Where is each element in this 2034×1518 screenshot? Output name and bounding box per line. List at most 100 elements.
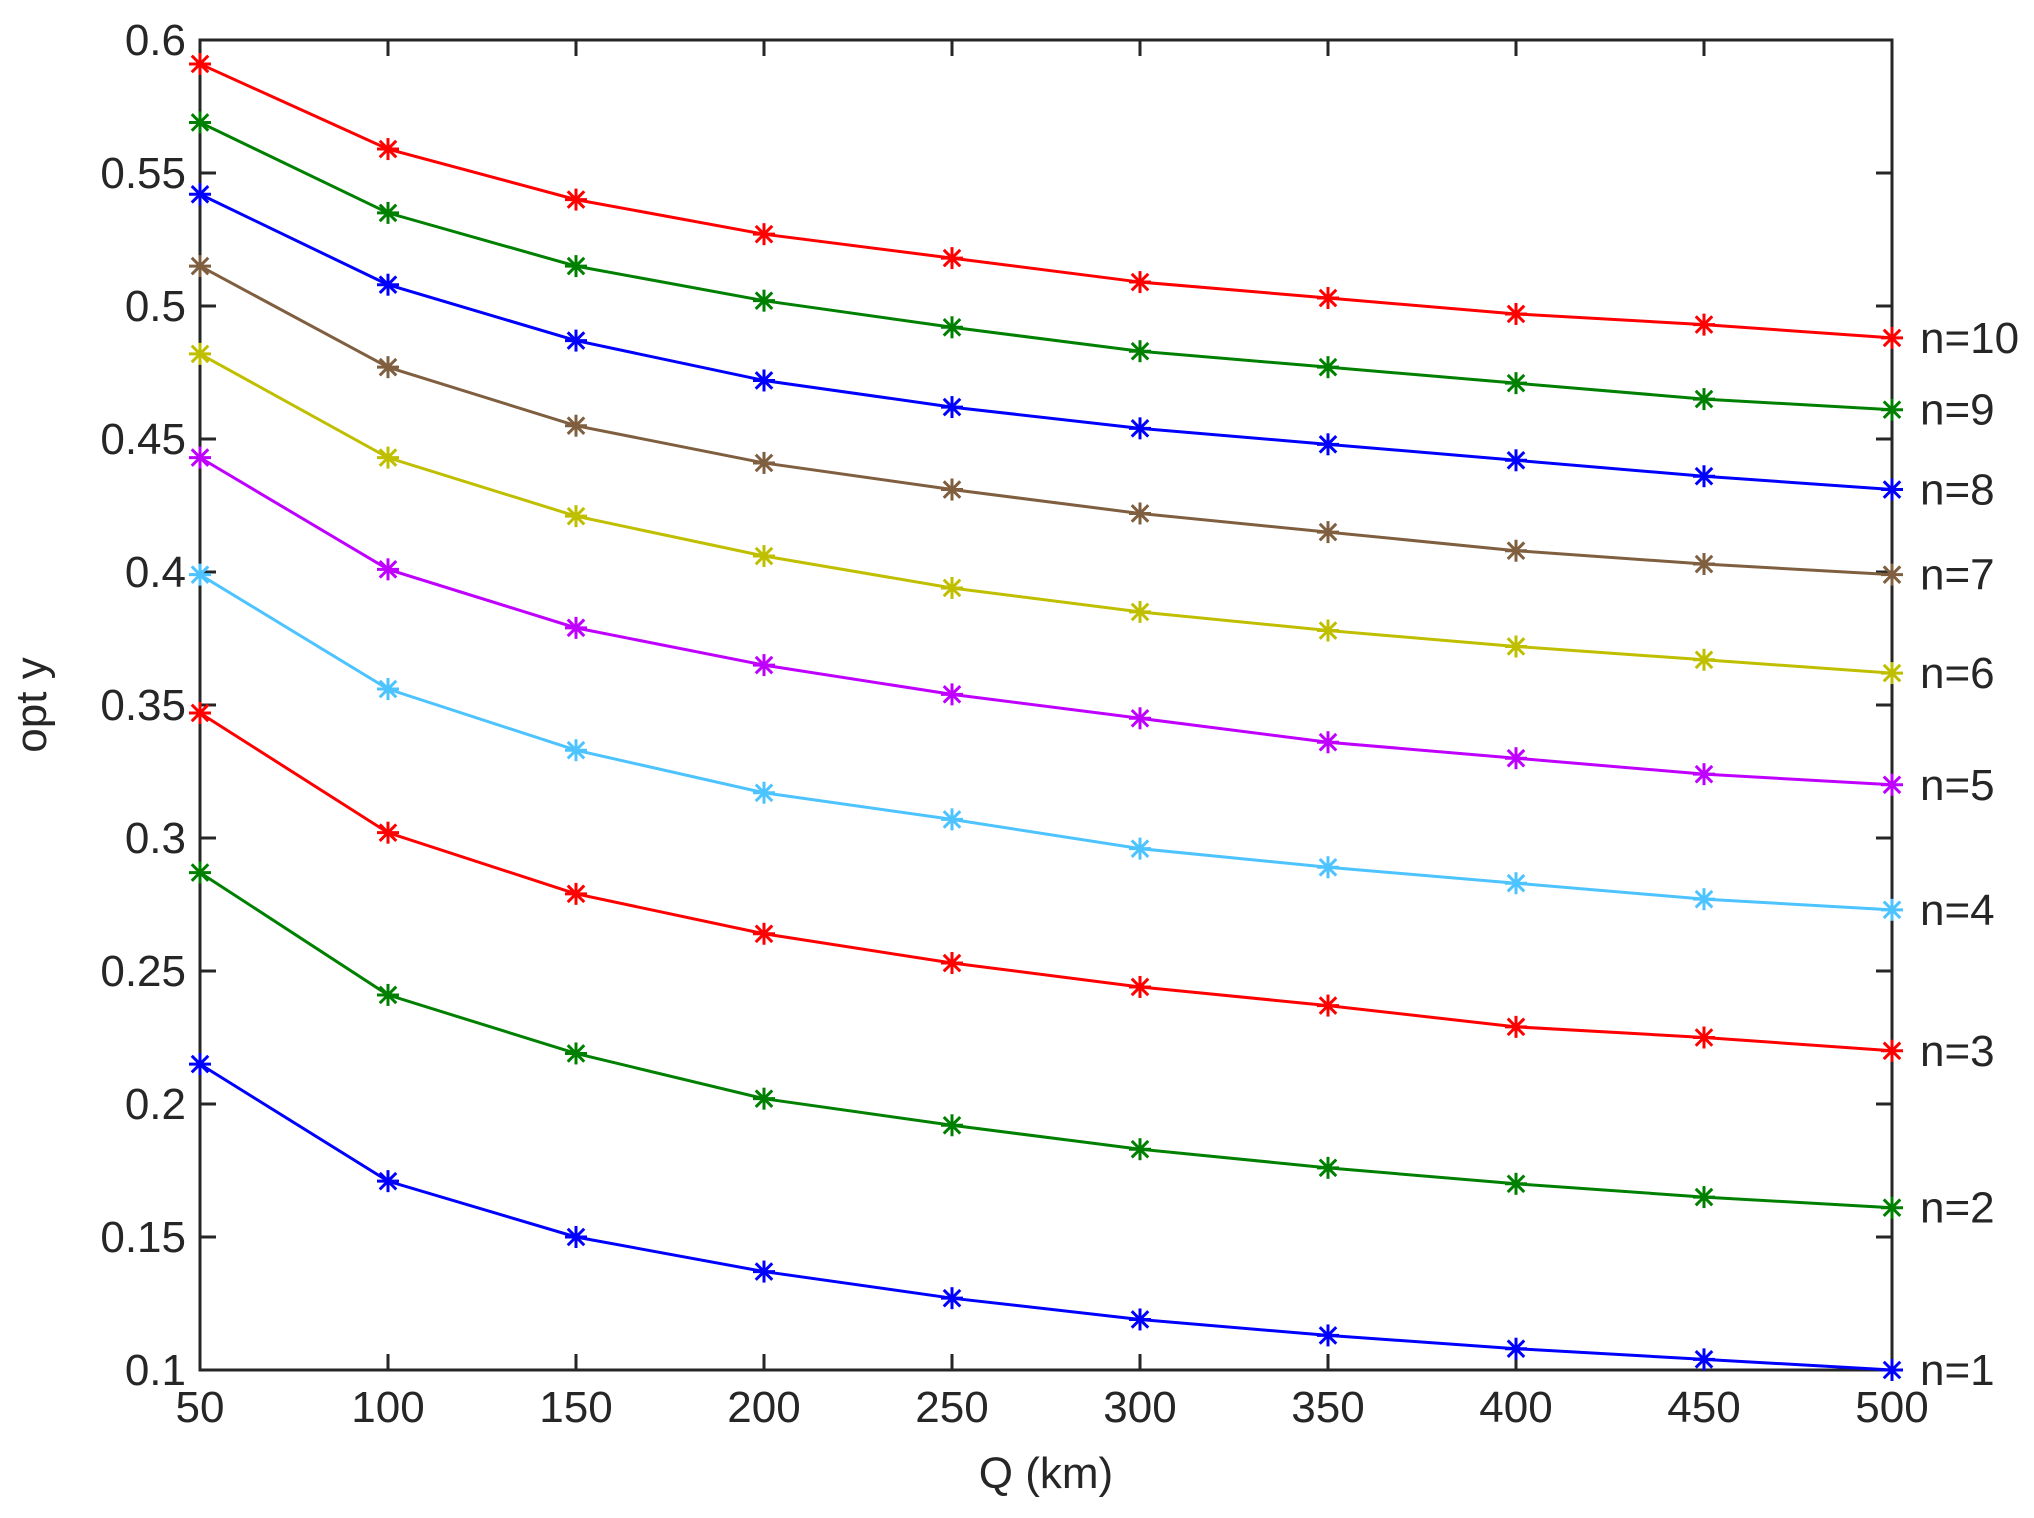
asterisk-marker [377, 821, 399, 844]
y-tick-label: 0.2 [125, 1080, 186, 1129]
asterisk-marker [1317, 619, 1339, 642]
asterisk-marker [1881, 398, 1903, 421]
asterisk-marker [1505, 539, 1527, 562]
series-n=9 [189, 111, 1903, 421]
asterisk-marker [1317, 521, 1339, 544]
x-axis-ticks: 50 100 150 200 250 300 350 400 450 500 [176, 40, 1929, 1432]
asterisk-marker [377, 678, 399, 701]
asterisk-marker [941, 576, 963, 599]
asterisk-marker [1505, 449, 1527, 472]
asterisk-marker [1693, 1348, 1715, 1371]
asterisk-marker [753, 781, 775, 804]
asterisk-marker [1505, 302, 1527, 325]
series-n=7 [189, 255, 1903, 586]
asterisk-marker [565, 1042, 587, 1065]
asterisk-marker [189, 1053, 211, 1076]
asterisk-marker [377, 558, 399, 581]
asterisk-marker [941, 952, 963, 975]
asterisk-marker [565, 188, 587, 211]
asterisk-marker [1129, 837, 1151, 860]
asterisk-marker [1317, 287, 1339, 310]
asterisk-marker [189, 111, 211, 134]
y-tick-label: 0.4 [125, 548, 186, 597]
asterisk-marker [753, 289, 775, 312]
asterisk-marker [753, 545, 775, 568]
series-line [199, 264, 1893, 577]
series-labels-layer: n=1 n=2 n=3 n=4 n=5 n=6 n=7 n=8 n=9 n=10 [1920, 314, 2019, 1395]
asterisk-marker [1505, 372, 1527, 395]
asterisk-marker [1693, 763, 1715, 786]
asterisk-marker [1881, 1359, 1903, 1381]
asterisk-marker [1129, 600, 1151, 623]
asterisk-marker [1505, 1337, 1527, 1360]
asterisk-marker [1317, 1324, 1339, 1347]
y-tick-label: 0.6 [125, 16, 186, 65]
asterisk-marker [377, 201, 399, 224]
series-n=2 [189, 861, 1903, 1219]
series-label: n=1 [1920, 1346, 1995, 1395]
asterisk-marker [189, 52, 211, 75]
y-tick-label: 0.25 [100, 947, 186, 996]
series-n=1 [189, 1053, 1903, 1381]
asterisk-marker [941, 247, 963, 270]
asterisk-marker [189, 342, 211, 365]
asterisk-marker [753, 451, 775, 474]
asterisk-marker [189, 563, 211, 586]
series-n=3 [189, 701, 1903, 1062]
asterisk-marker [1505, 1172, 1527, 1195]
asterisk-marker [1881, 1196, 1903, 1219]
x-tick-label: 250 [915, 1383, 988, 1432]
series-n=8 [189, 183, 1903, 501]
asterisk-marker [1881, 563, 1903, 586]
series-label: n=8 [1920, 466, 1995, 515]
asterisk-marker [1129, 340, 1151, 363]
series-n=10 [189, 52, 1903, 349]
asterisk-marker [941, 316, 963, 339]
asterisk-marker [753, 654, 775, 677]
asterisk-marker [377, 446, 399, 469]
asterisk-marker [753, 369, 775, 392]
y-tick-label: 0.55 [100, 149, 186, 198]
asterisk-marker [1129, 1308, 1151, 1331]
asterisk-marker [1129, 502, 1151, 525]
asterisk-marker [1881, 478, 1903, 501]
asterisk-marker [1693, 465, 1715, 488]
series-label: n=5 [1920, 761, 1995, 810]
series-label: n=10 [1920, 314, 2019, 363]
asterisk-marker [1129, 975, 1151, 998]
x-tick-label: 400 [1479, 1383, 1552, 1432]
asterisk-marker [565, 255, 587, 278]
x-axis-label: Q (km) [979, 1449, 1113, 1498]
asterisk-marker [1317, 994, 1339, 1017]
y-tick-label: 0.45 [100, 415, 186, 464]
asterisk-marker [1505, 1015, 1527, 1038]
asterisk-marker [189, 255, 211, 278]
asterisk-marker [565, 739, 587, 762]
series-line [199, 711, 1893, 1053]
series-line [199, 62, 1893, 340]
asterisk-marker [1881, 898, 1903, 921]
asterisk-marker [1129, 707, 1151, 730]
asterisk-marker [377, 1170, 399, 1193]
x-tick-label: 300 [1103, 1383, 1176, 1432]
series-label: n=2 [1920, 1184, 1995, 1233]
series-line [199, 192, 1893, 492]
series-line [199, 1062, 1893, 1372]
asterisk-marker [753, 922, 775, 945]
x-tick-label: 100 [351, 1383, 424, 1432]
asterisk-marker [189, 446, 211, 469]
asterisk-marker [1129, 1138, 1151, 1161]
asterisk-marker [1693, 648, 1715, 671]
series-layer [189, 52, 1903, 1381]
asterisk-marker [753, 223, 775, 246]
series-line [199, 456, 1893, 787]
series-n=6 [189, 342, 1903, 685]
x-tick-label: 150 [539, 1383, 612, 1432]
series-label: n=6 [1920, 649, 1995, 698]
y-axis-label: opt y [7, 657, 56, 752]
x-tick-label: 350 [1291, 1383, 1364, 1432]
asterisk-marker [565, 1226, 587, 1248]
asterisk-marker [1317, 856, 1339, 879]
y-tick-label: 0.35 [100, 681, 186, 730]
